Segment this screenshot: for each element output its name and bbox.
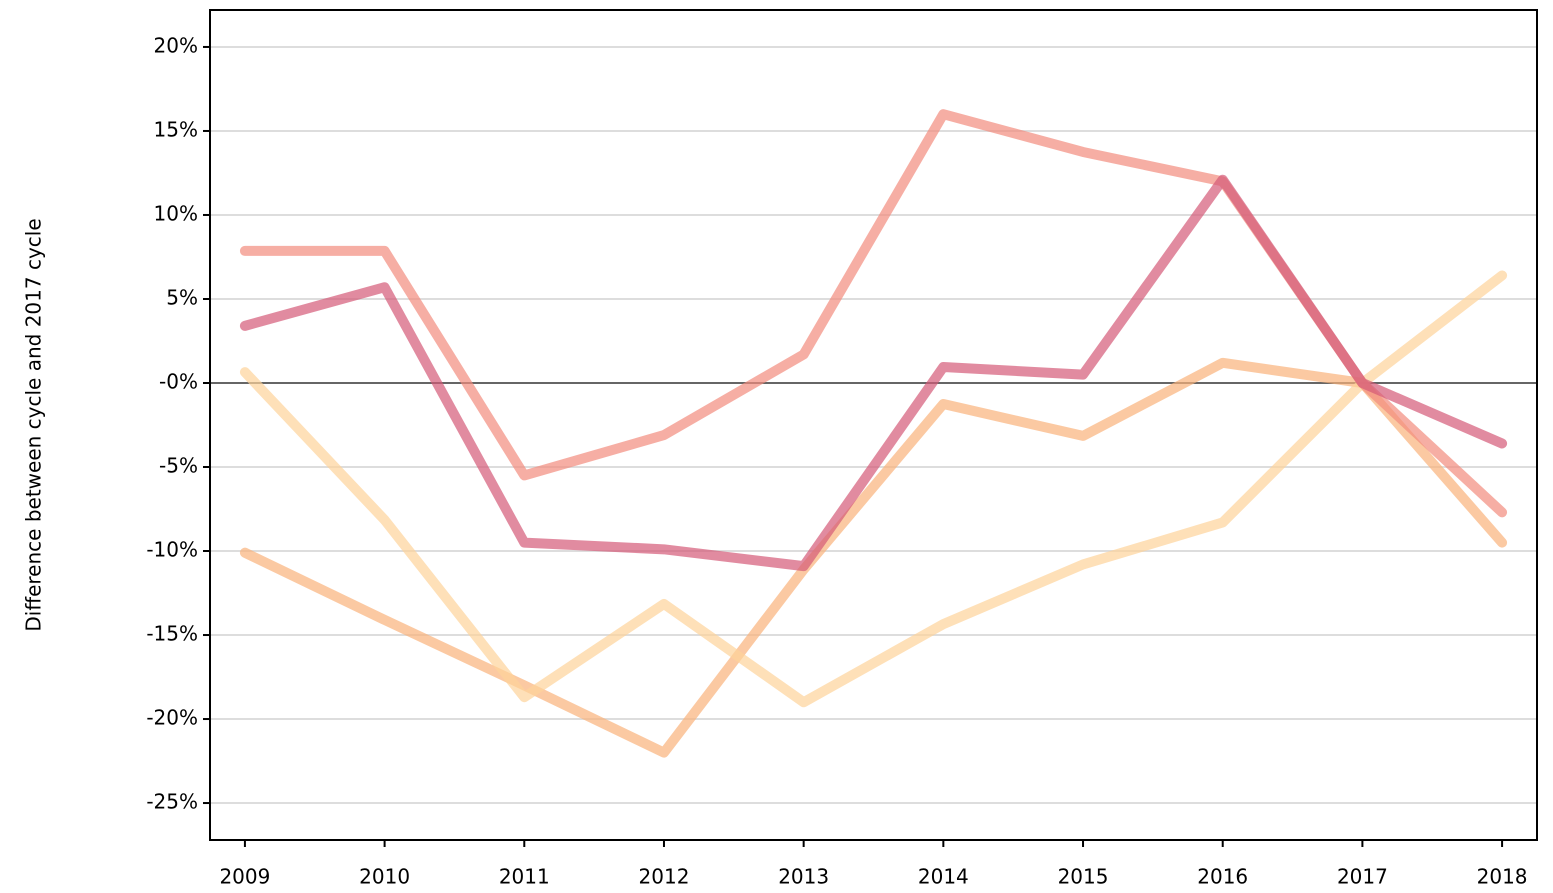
x-tick-label: 2010: [359, 865, 410, 889]
series-line: [239, 270, 1508, 708]
y-axis-label: Difference between cycle and 2017 cycle: [22, 218, 46, 631]
plot-frame: [209, 9, 1538, 841]
x-tick-label: 2015: [1058, 865, 1109, 889]
y-tick-label: -10%: [146, 538, 198, 562]
y-tick-label: 5%: [166, 285, 198, 309]
series-line: [239, 357, 1508, 758]
x-tick-label: 2016: [1197, 865, 1248, 889]
x-tick-label: 2013: [778, 865, 829, 889]
x-tick-label: 2012: [639, 865, 690, 889]
x-tick-label: 2017: [1337, 865, 1388, 889]
y-tick-label: -15%: [146, 622, 198, 646]
x-tick-label: 2014: [918, 865, 969, 889]
series-line: [239, 174, 1508, 572]
y-tick-label: -5%: [159, 454, 198, 478]
y-tick-label: 20%: [154, 33, 198, 57]
x-tick-label: 2009: [219, 865, 270, 889]
y-tick-label: 10%: [154, 201, 198, 225]
x-tick-label: 2018: [1477, 865, 1528, 889]
y-tick-label: -20%: [146, 706, 198, 730]
x-tick-label: 2011: [499, 865, 550, 889]
y-tick-label: -0%: [159, 369, 198, 393]
y-tick-label: 15%: [154, 117, 198, 141]
y-tick-label: -25%: [146, 790, 198, 814]
